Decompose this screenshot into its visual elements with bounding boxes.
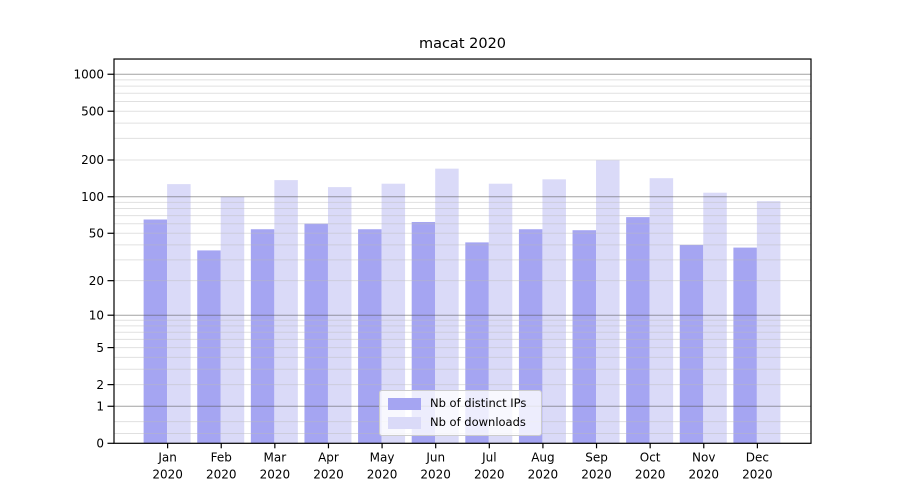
legend-label-ips: Nb of distinct IPs [430,396,527,410]
bar-distinct-ips [250,229,275,444]
x-tick-label-month: Oct [640,451,661,465]
x-tick-label-year: 2020 [635,468,666,482]
bar-distinct-ips [518,229,543,444]
x-tick-label-month: Jan [157,451,177,465]
legend-label-downloads: Nb of downloads [430,415,526,429]
legend-item-distinct-ips: Nb of distinct IPs [388,397,533,410]
bar-distinct-ips [626,217,650,444]
legend: Nb of distinct IPs Nb of downloads [379,390,542,436]
y-tick-label: 200 [81,153,104,167]
bar-distinct-ips [304,223,328,444]
x-tick-label-year: 2020 [206,468,237,482]
x-tick-label-month: Nov [692,451,715,465]
y-tick-label: 1000 [73,67,104,81]
bar-downloads [220,196,245,444]
bar-downloads [167,184,191,444]
x-tick-label-year: 2020 [474,468,505,482]
x-tick-label-year: 2020 [420,468,451,482]
x-tick-label-year: 2020 [367,468,398,482]
chart-title: macat 2020 [418,36,507,52]
bar-distinct-ips [733,247,757,444]
bar-distinct-ips [143,219,168,444]
legend-swatch-ips [388,397,421,410]
bar-downloads [596,160,620,444]
bar-downloads [488,183,513,444]
x-tick-label-month: Jun [425,451,445,465]
y-tick-label: 2 [96,378,104,392]
x-tick-label-year: 2020 [152,468,183,482]
bar-downloads [381,183,406,444]
plot-frame [113,58,812,444]
y-tick-label: 500 [81,104,104,118]
x-tick-label-month: Dec [746,451,769,465]
x-tick-label-year: 2020 [313,468,344,482]
x-tick-label-month: Aug [531,451,554,465]
y-tick-label: 5 [96,341,104,355]
legend-item-downloads: Nb of downloads [388,416,533,429]
bar-distinct-ips [197,250,221,444]
bar-distinct-ips [572,230,597,444]
bar-downloads [703,192,727,444]
bar-distinct-ips [358,229,382,444]
y-tick-label: 50 [89,226,104,240]
x-tick-label-year: 2020 [260,468,291,482]
x-tick-label-year: 2020 [528,468,559,482]
y-tick-label: 100 [81,190,104,204]
x-tick-label-month: Feb [211,451,232,465]
x-tick-label-month: May [370,451,395,465]
x-tick-label-year: 2020 [581,468,612,482]
y-tick-label: 0 [96,437,104,451]
x-tick-label-month: Sep [585,451,608,465]
bar-downloads [274,180,298,444]
x-tick-label-month: Jul [481,451,496,465]
x-tick-label-year: 2020 [688,468,719,482]
y-tick-label: 1 [96,399,104,413]
x-tick-label-month: Mar [264,451,287,465]
bar-distinct-ips [411,221,436,444]
x-tick-label-year: 2020 [742,468,773,482]
y-tick-label: 20 [89,274,104,288]
bar-downloads [542,179,566,444]
x-tick-label-month: Apr [318,451,339,465]
bar-downloads [435,168,459,444]
bar-downloads [649,178,674,444]
legend-swatch-downloads [388,416,421,429]
y-tick-label: 10 [89,308,104,322]
bar-distinct-ips [679,244,704,444]
bar-downloads [756,201,781,444]
